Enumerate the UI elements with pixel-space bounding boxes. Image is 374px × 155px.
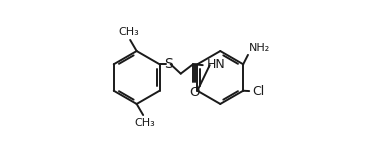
Text: NH₂: NH₂ [249,43,270,53]
Text: CH₃: CH₃ [134,118,155,128]
Text: CH₃: CH₃ [119,27,139,37]
Text: Cl: Cl [252,85,265,97]
Text: O: O [189,86,199,99]
Text: HN: HN [207,58,226,71]
Text: S: S [164,57,173,71]
